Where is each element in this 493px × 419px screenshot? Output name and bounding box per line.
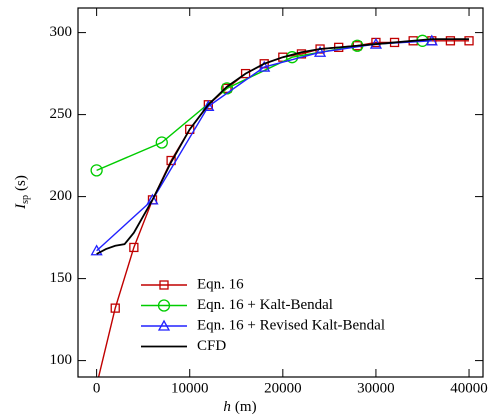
series-line [96,38,470,255]
marker-triangle [425,34,438,46]
y-tick-label: 150 [50,270,73,286]
x-label-symbol: h [223,399,231,415]
x-label-unit: (m) [235,399,257,415]
series-line [96,40,423,172]
marker-triangle [258,60,271,72]
marker-triangle [146,193,159,205]
legend-label: Eqn. 16 + Kalt-Bendal [197,297,333,313]
legend-label: CFD [197,338,226,354]
marker-square [240,68,251,79]
y-tick-label: 200 [50,188,73,204]
plot-frame [77,7,484,378]
marker-square [110,303,120,313]
marker-circle [155,136,168,149]
y-tick-label: 300 [50,24,73,40]
marker-square [464,36,474,46]
marker-triangle [313,45,327,57]
marker-square [129,242,139,253]
x-axis-label: h (m) [223,399,256,415]
marker-triangle [90,244,103,256]
marker-circle [285,51,299,64]
x-tick-label: 30000 [357,380,395,396]
x-tick-label: 40000 [450,380,488,396]
plot-data [90,34,474,377]
x-tick-label: 0 [93,380,101,396]
y-label-symbol: I [13,203,29,210]
y-label-unit: (s) [13,175,29,191]
y-tick-label: 250 [50,106,73,122]
marker-square [445,36,456,46]
marker-circle [90,164,103,177]
x-tick-label: 10000 [171,380,209,396]
marker-triangle [202,100,215,112]
x-tick-label: 20000 [264,380,302,396]
marker-square [159,280,169,290]
y-axis-label: Isp (s) [13,175,31,210]
marker-square [185,124,195,135]
legend-label: Eqn. 16 + Revised Kalt-Bendal [197,317,385,333]
marker-square [166,155,176,166]
y-label-subscript: sp [20,195,31,204]
y-tick-label: 100 [50,352,73,368]
series-line [96,40,432,252]
marker-circle [157,299,171,312]
legend-box [135,274,481,358]
marker-square [222,83,232,94]
legend-label: Eqn. 16 [197,276,244,292]
marker-triangle [157,319,171,331]
